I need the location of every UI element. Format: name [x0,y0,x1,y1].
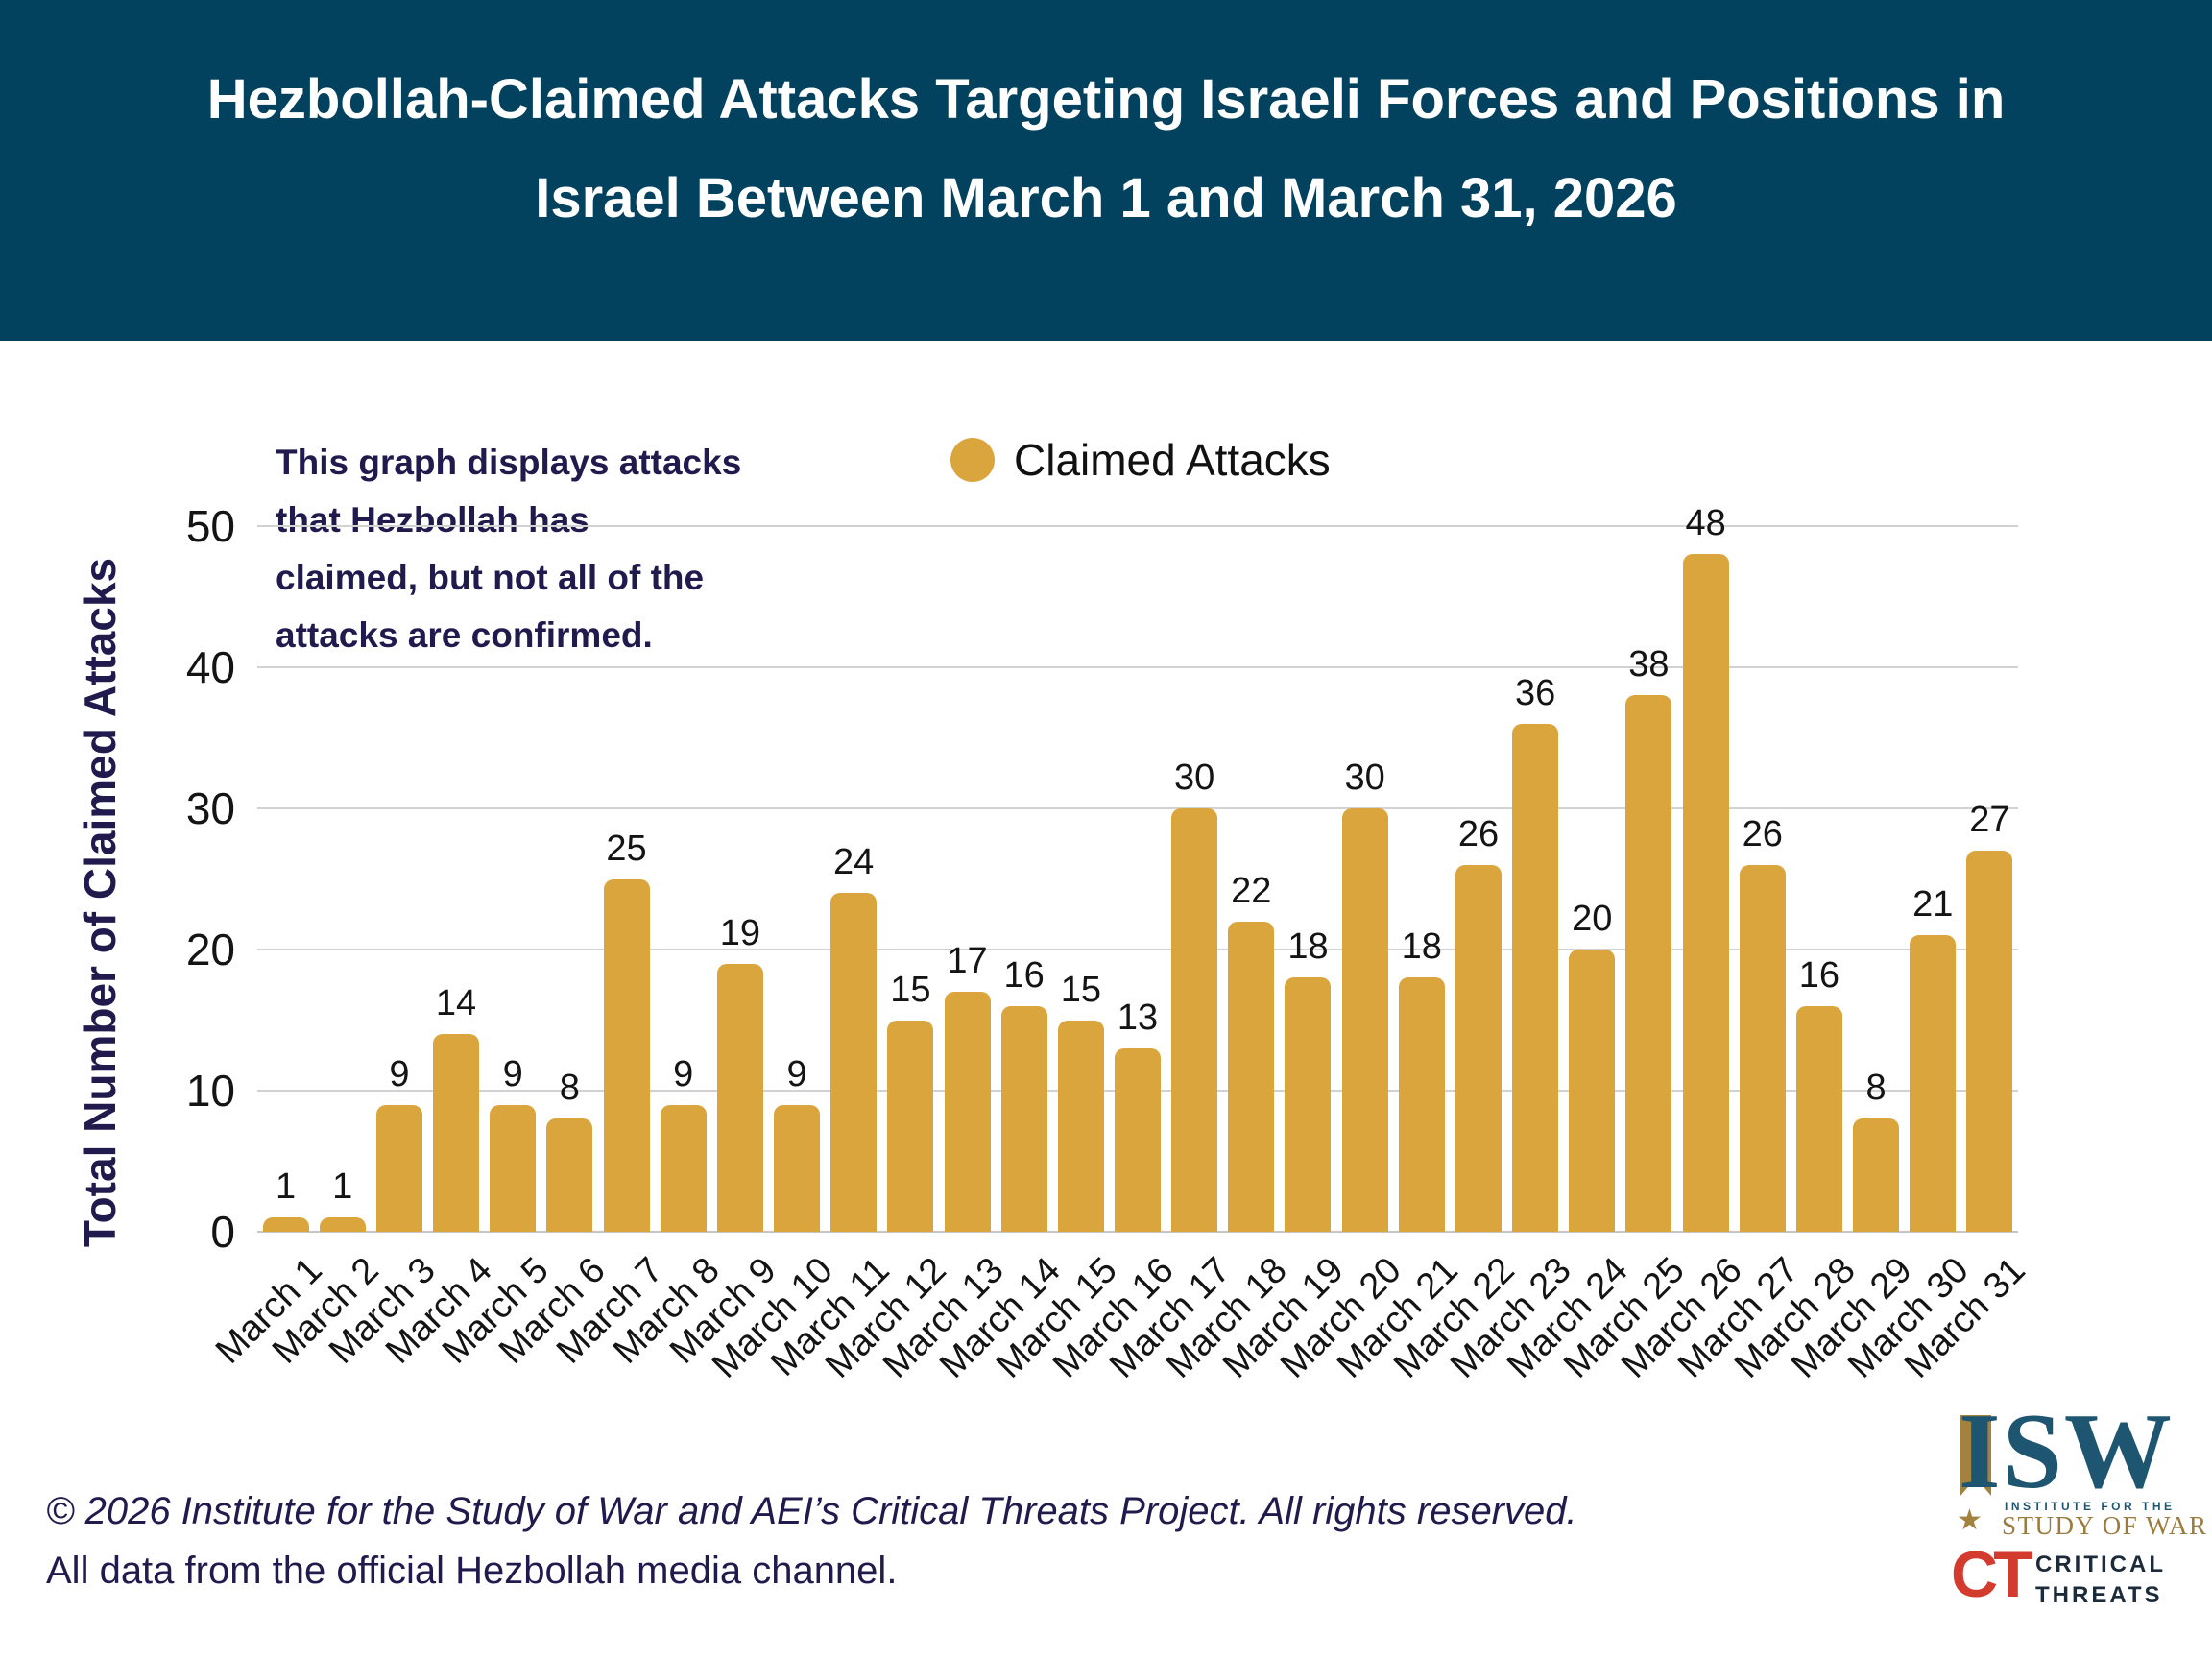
bar-march-14 [1000,1005,1047,1232]
bar-march-1 [262,1217,309,1232]
bar-value-label: 8 [559,1068,580,1109]
bar-march-12 [887,1020,934,1232]
ct-acronym: CT [1951,1538,2033,1611]
annotation-line-2: that Hezbollah has [276,500,589,540]
bar-march-11 [830,893,878,1232]
y-tick-label-10: 10 [185,1066,235,1116]
annotation-line-4: attacks are confirmed. [276,615,653,655]
bar-march-7 [603,878,650,1232]
bar-value-label: 15 [890,969,931,1010]
bar-march-21 [1398,977,1445,1232]
bar-value-label: 26 [1457,813,1500,854]
isw-acronym: ISW [1959,1392,2174,1511]
ct-label-line-2: THREATS [2035,1582,2163,1608]
bar-march-9 [716,963,763,1232]
annotation-line-1: This graph displays attacks [276,443,742,482]
header-band: Hezbollah-Claimed Attacks Targeting Isra… [0,0,2212,341]
bar-march-17 [1171,808,1218,1232]
bar-value-label: 1 [276,1166,297,1208]
bar-value-label: 36 [1514,672,1556,713]
legend-label: Claimed Attacks [1014,435,1331,485]
bar-value-label: 14 [435,983,477,1024]
isw-star-icon: ★ [1957,1504,1983,1536]
bar-value-label: 21 [1912,884,1954,926]
bar-value-label: 38 [1628,644,1670,685]
bar-value-label: 18 [1287,926,1329,968]
gridline-50 [257,525,2018,527]
bar-value-label: 20 [1572,899,1613,939]
legend: Claimed Attacks [950,434,1331,486]
bar-value-label: 48 [1685,503,1726,544]
y-axis-title: Total Number of Claimed Attacks [75,557,125,1248]
bar-march-30 [1910,935,1957,1232]
bar-march-20 [1341,808,1388,1232]
bar-value-label: 25 [606,828,647,869]
isw-subtitle-top: INSTITUTE FOR THE [2005,1500,2176,1513]
bar-value-label: 16 [1798,954,1840,996]
isw-subtitle-bottom: STUDY OF WAR [2002,1511,2208,1540]
y-tick-label-30: 30 [185,783,235,833]
bar-march-16 [1115,1047,1161,1232]
bar-value-label: 26 [1742,813,1783,854]
bar-value-label: 9 [389,1053,410,1094]
y-tick-label-20: 20 [185,925,235,974]
y-tick-label-0: 0 [210,1207,235,1257]
bar-value-label: 9 [502,1053,523,1094]
bar-value-label: 16 [1003,954,1045,996]
bar-march-25 [1625,695,1672,1232]
bar-march-8 [660,1104,707,1232]
bar-march-5 [490,1104,537,1232]
bar-value-label: 9 [786,1053,807,1094]
gridline-30 [257,807,2018,809]
bar-march-27 [1739,864,1786,1232]
y-tick-label-50: 50 [185,501,235,551]
critical-threats-logo: CT CRITICAL THREATS [1951,1542,2191,1628]
bar-value-label: 17 [947,941,988,982]
bar-march-6 [546,1118,593,1232]
gridline-40 [257,666,2018,668]
bar-value-label: 13 [1117,997,1159,1038]
bar-march-23 [1512,723,1559,1232]
bar-march-10 [774,1104,821,1232]
chart-title-line-1: Hezbollah-Claimed Attacks Targeting Isra… [206,68,2006,131]
bar-march-18 [1228,921,1275,1232]
legend-marker-icon [950,438,995,482]
bar-value-label: 9 [673,1053,694,1094]
annotation-line-3: claimed, but not all of the [276,558,705,597]
bar-march-22 [1455,864,1502,1232]
bar-march-28 [1795,1005,1842,1232]
x-axis-line [257,1231,2018,1233]
bar-value-label: 30 [1344,757,1385,798]
bar-value-label: 27 [1969,800,2010,841]
ct-label-line-1: CRITICAL [2035,1551,2166,1577]
bar-march-13 [944,992,991,1232]
bar-value-label: 19 [719,912,760,953]
chart-annotation: This graph displays attacks that Hezboll… [276,434,813,664]
bar-march-2 [319,1217,366,1232]
bar-value-label: 24 [833,842,875,883]
bar-march-26 [1682,554,1729,1232]
bar-march-24 [1569,950,1616,1232]
chart-title-line-2: Israel Between March 1 and March 31, 202… [535,167,1677,229]
plot-area: 1 1 9 14 9 8 25 9 19 9 24 15 17 16 15 13 30 22 18 30 18 26 36 2… [257,503,2018,1233]
bar-value-label: 15 [1060,969,1101,1010]
bar-march-19 [1285,977,1332,1232]
source-text: All data from the official Hezbollah med… [46,1550,898,1592]
bar-value-label: 8 [1865,1068,1887,1109]
gridline-20 [257,949,2018,950]
bar-march-31 [1966,851,2013,1232]
bar-march-3 [375,1104,422,1232]
bar-value-label: 1 [332,1166,353,1208]
copyright-text: © 2026 Institute for the Study of War an… [46,1490,1577,1532]
bar-march-15 [1057,1020,1104,1232]
bar-value-label: 30 [1174,757,1215,798]
bar-march-4 [433,1034,480,1232]
bar-value-label: 22 [1231,870,1272,911]
bar-value-label: 18 [1401,926,1442,968]
bar-march-29 [1853,1118,1900,1232]
chart-title: Hezbollah-Claimed Attacks Targeting Isra… [0,0,2212,248]
y-tick-label-40: 40 [185,642,235,692]
isw-logo: ISW ★ INSTITUTE FOR THE STUDY OF WAR [1949,1392,2206,1540]
